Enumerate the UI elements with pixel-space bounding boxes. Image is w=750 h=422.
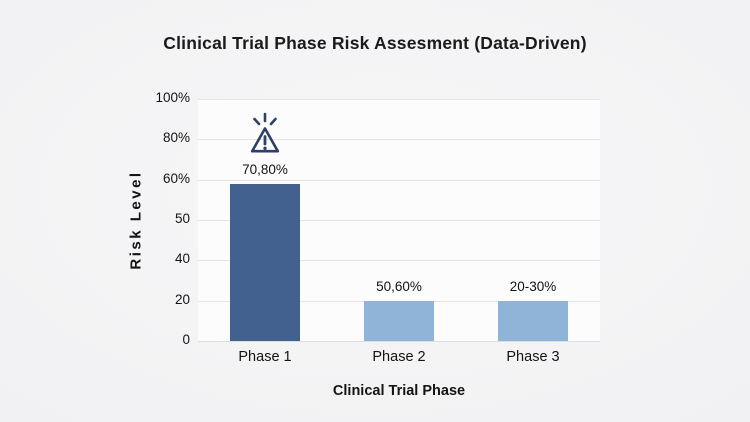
y-tick-label: 80% <box>162 130 190 145</box>
y-tick-label: 50 <box>174 211 190 226</box>
bar-phase-1 <box>230 184 300 341</box>
y-tick-label: 60% <box>162 171 190 186</box>
y-tick-label: 40 <box>174 251 190 266</box>
x-tick-label: Phase 1 <box>238 349 292 365</box>
bar-phase-3 <box>498 301 568 341</box>
gridline <box>198 260 600 261</box>
bar-value-label: 50,60% <box>376 279 422 294</box>
y-tick-label: 0 <box>182 332 190 347</box>
bar-value-label: 70,80% <box>242 162 288 177</box>
y-tick-label: 100% <box>155 90 190 105</box>
x-axis-title: Clinical Trial Phase <box>332 383 466 399</box>
y-tick-label: 20 <box>174 292 190 307</box>
bar-phase-2 <box>364 301 434 341</box>
x-tick-label: Phase 3 <box>506 349 560 365</box>
x-tick-label: Phase 2 <box>372 349 426 365</box>
gridline <box>198 341 600 342</box>
bar-value-label: 20-30% <box>509 279 557 294</box>
gridline <box>198 180 600 181</box>
warning-icon-container <box>248 111 282 155</box>
gridline <box>198 139 600 140</box>
chart-title: Clinical Trial Phase Risk Assesment (Dat… <box>163 33 587 53</box>
gridline <box>198 220 600 221</box>
gridline <box>198 99 600 100</box>
warning-triangle-icon <box>250 112 280 153</box>
